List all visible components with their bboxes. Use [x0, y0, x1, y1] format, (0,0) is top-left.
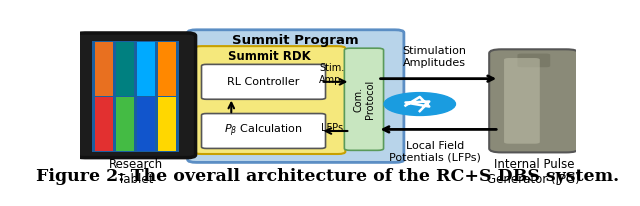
- Text: Research
Tablet: Research Tablet: [109, 158, 163, 186]
- Text: Figure 2: The overall architecture of the RC+S DBS system.: Figure 2: The overall architecture of th…: [36, 169, 620, 185]
- Text: Summit RDK: Summit RDK: [228, 50, 311, 63]
- FancyBboxPatch shape: [344, 48, 383, 150]
- Bar: [138, 97, 156, 151]
- Text: Local Field
Potentials (LFPs): Local Field Potentials (LFPs): [388, 141, 481, 162]
- FancyBboxPatch shape: [76, 33, 196, 158]
- Bar: [158, 97, 176, 151]
- Bar: [95, 42, 113, 96]
- Bar: [116, 42, 134, 96]
- Text: Internal Pulse
Generator (IPG): Internal Pulse Generator (IPG): [488, 158, 580, 186]
- Text: Summit Program: Summit Program: [232, 34, 359, 47]
- Bar: [116, 97, 134, 151]
- FancyBboxPatch shape: [188, 30, 404, 162]
- Text: Stimulation
Amplitudes: Stimulation Amplitudes: [403, 46, 467, 68]
- FancyBboxPatch shape: [489, 49, 579, 152]
- FancyBboxPatch shape: [518, 54, 550, 67]
- FancyBboxPatch shape: [202, 64, 326, 99]
- Text: Stim.
Amp.: Stim. Amp.: [319, 63, 345, 85]
- Bar: [158, 42, 176, 96]
- Text: RL Controller: RL Controller: [227, 77, 300, 87]
- Text: Com.
Protocol: Com. Protocol: [353, 80, 375, 119]
- Circle shape: [384, 93, 456, 115]
- Text: LFPs: LFPs: [321, 123, 343, 133]
- Bar: [95, 97, 113, 151]
- Bar: [92, 41, 179, 152]
- Bar: [138, 42, 156, 96]
- FancyBboxPatch shape: [202, 114, 326, 149]
- FancyBboxPatch shape: [194, 46, 346, 154]
- Text: $P_{\beta}$ Calculation: $P_{\beta}$ Calculation: [224, 123, 303, 139]
- FancyBboxPatch shape: [504, 58, 540, 144]
